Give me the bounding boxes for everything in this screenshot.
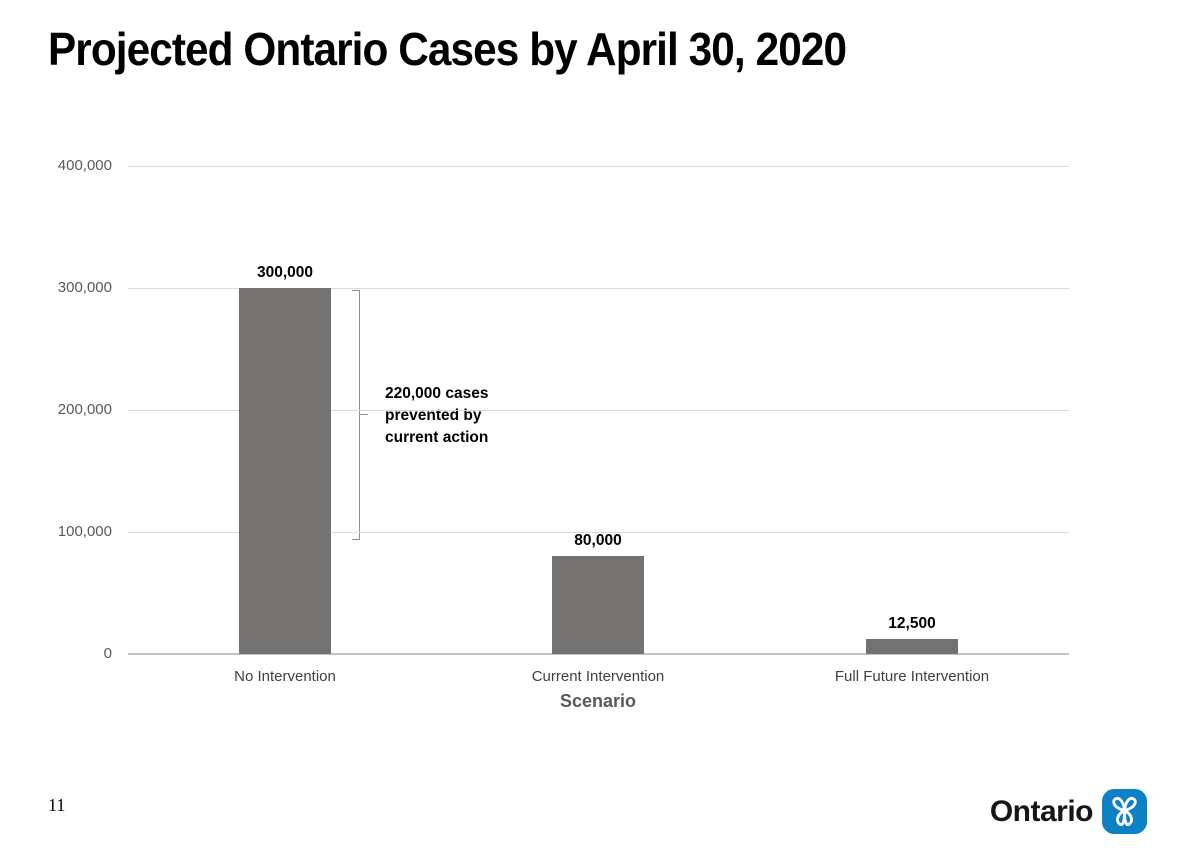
slide-title: Projected Ontario Cases by April 30, 202… xyxy=(48,23,847,75)
ontario-trillium-icon xyxy=(1102,789,1147,834)
y-tick-label: 0 xyxy=(103,645,112,662)
x-axis-line xyxy=(128,653,1069,655)
y-tick-label: 300,000 xyxy=(57,279,112,296)
gridline xyxy=(128,410,1069,411)
bar-value-label: 12,500 xyxy=(888,614,936,632)
difference-bracket-icon xyxy=(352,290,368,540)
bar xyxy=(552,556,644,654)
x-axis-title: Scenario xyxy=(559,691,637,711)
x-category-label: No Intervention xyxy=(234,668,336,685)
gridline xyxy=(128,166,1069,167)
page-number: 11 xyxy=(48,795,66,815)
bar xyxy=(239,288,331,654)
y-tick-label: 100,000 xyxy=(57,523,112,540)
ontario-logo: Ontario xyxy=(990,788,1147,835)
gridline xyxy=(128,532,1069,533)
gridline xyxy=(128,288,1069,289)
ontario-wordmark: Ontario xyxy=(989,794,1094,828)
bar-value-label: 80,000 xyxy=(574,532,622,550)
y-tick-label: 200,000 xyxy=(57,401,112,418)
bar-value-label: 300,000 xyxy=(256,264,314,281)
x-category-label: Current Intervention xyxy=(531,668,665,685)
bar xyxy=(866,638,958,654)
y-tick-label: 400,000 xyxy=(57,157,112,174)
annotation-label: 220,000 cases prevented by current actio… xyxy=(385,385,489,446)
x-category-label: Full Future Intervention xyxy=(834,668,990,685)
